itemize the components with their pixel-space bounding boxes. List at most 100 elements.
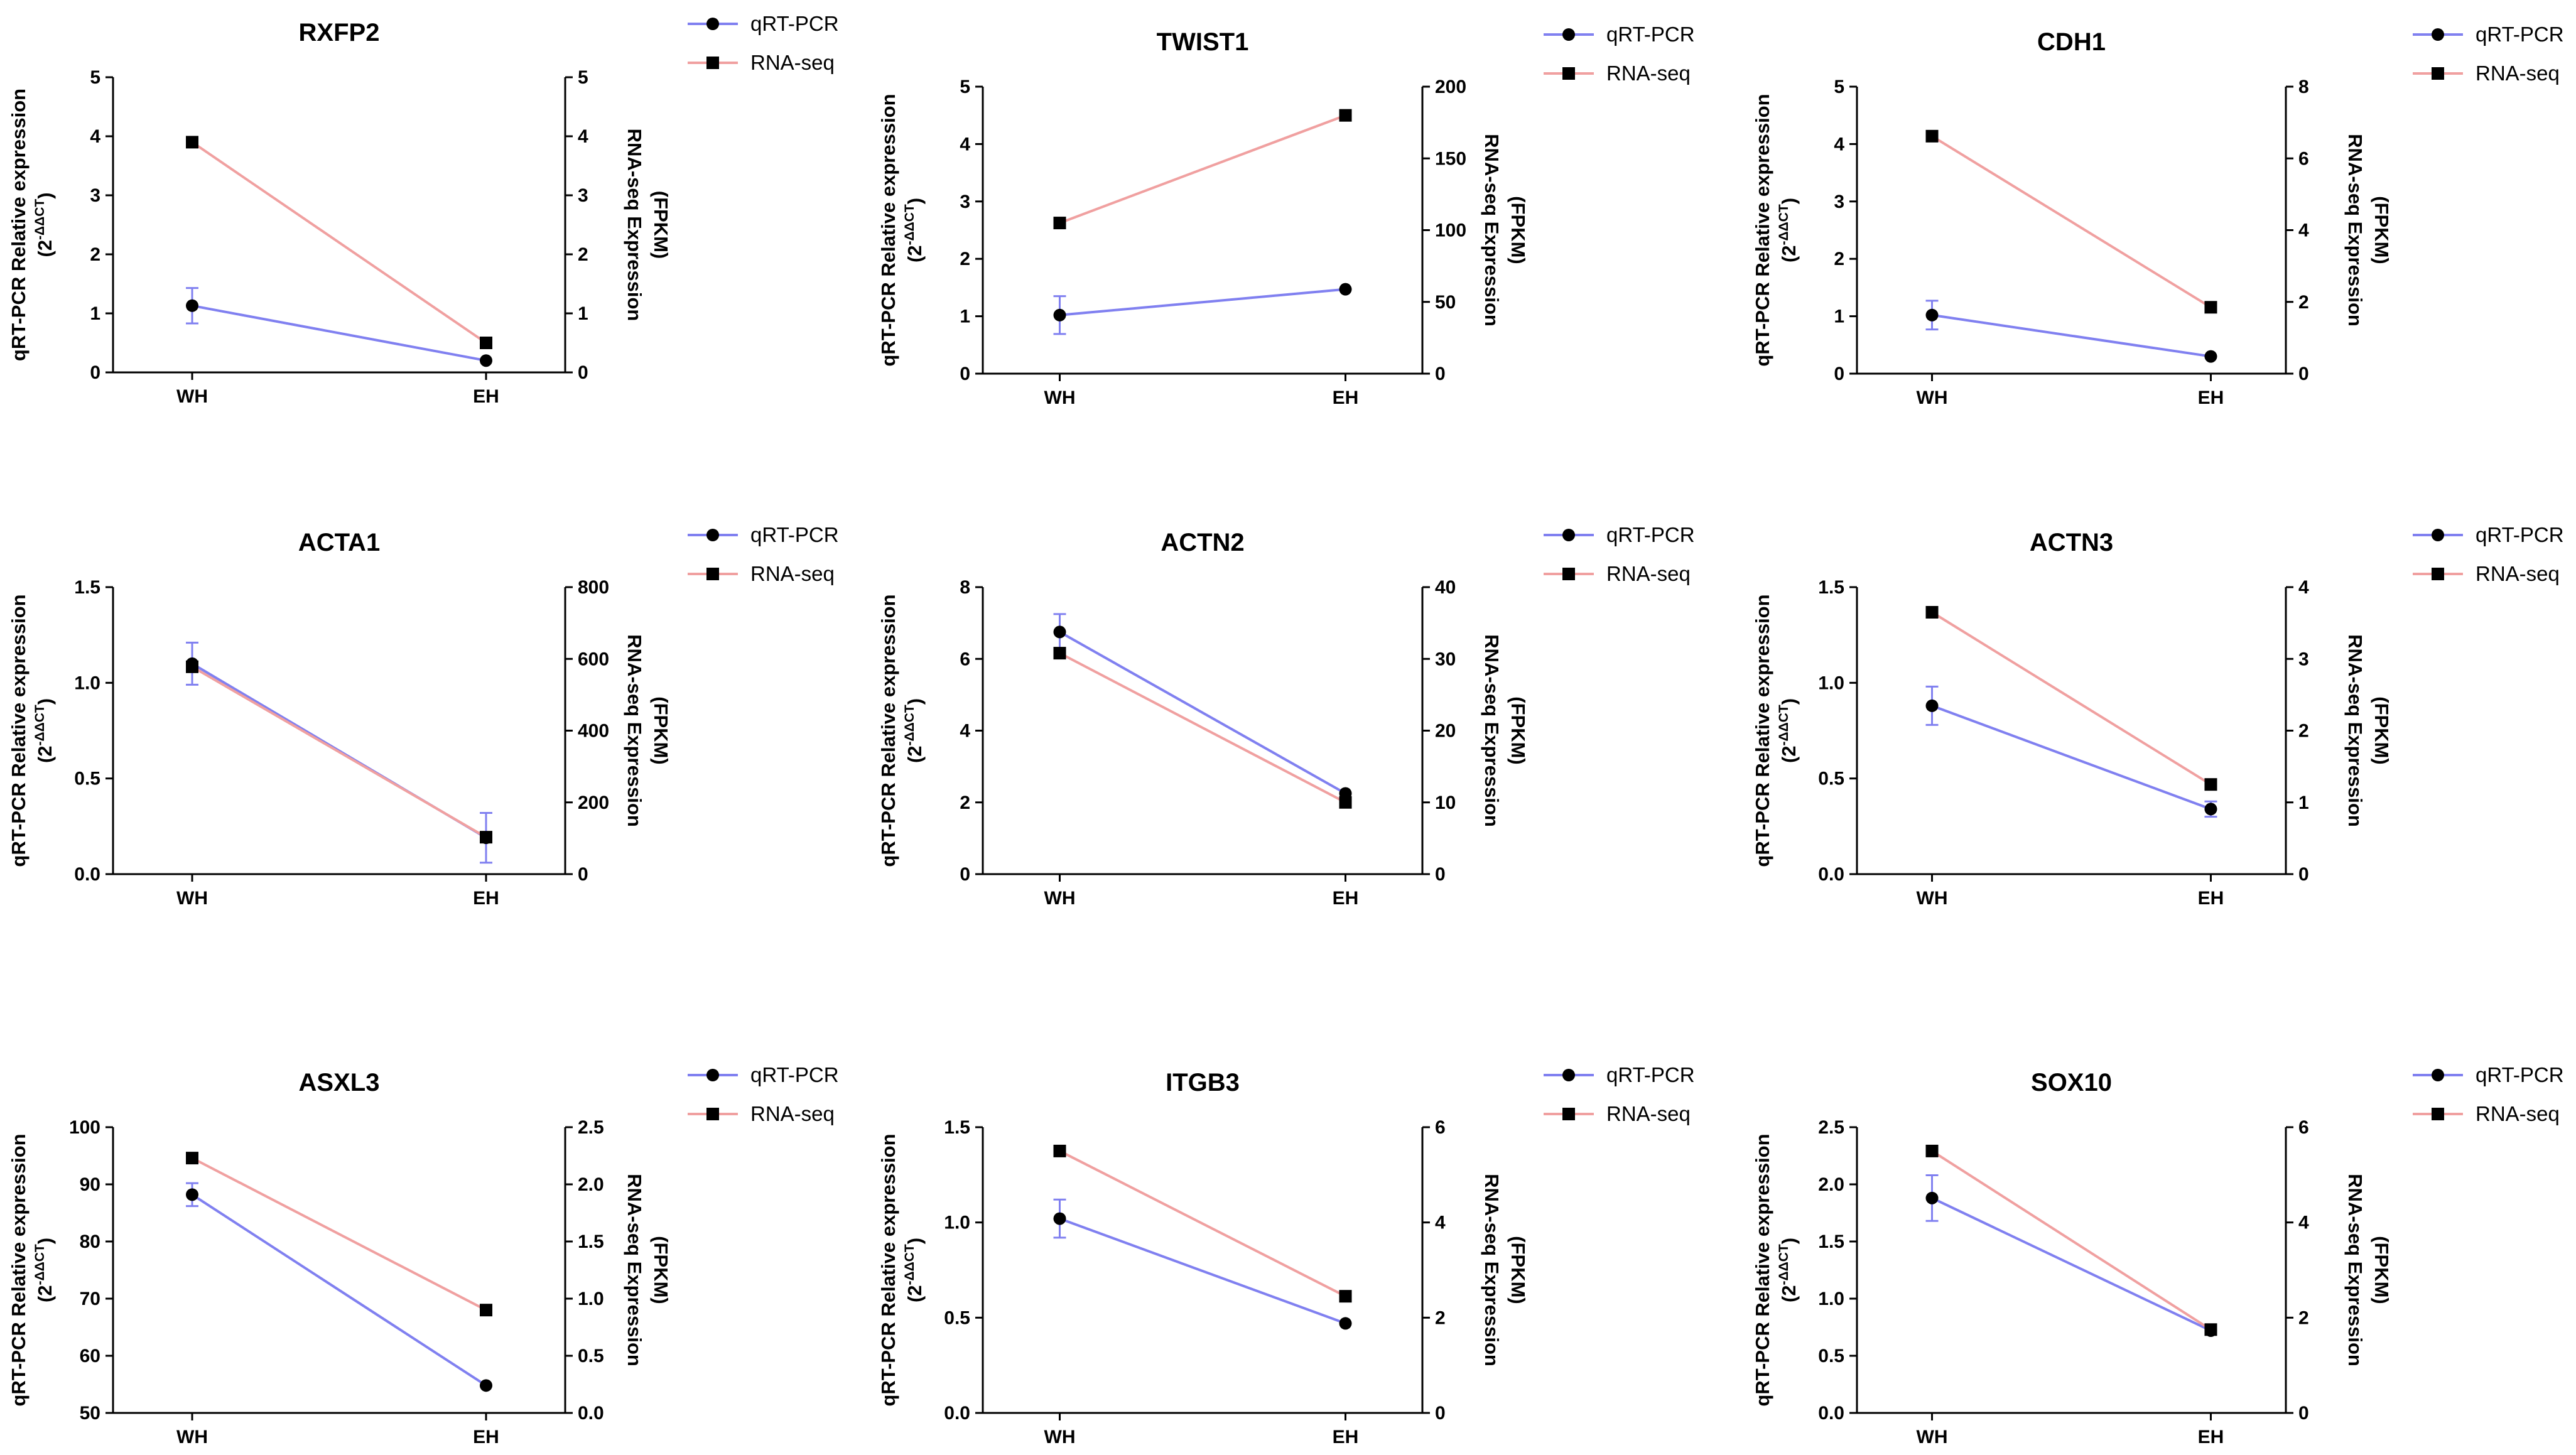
legend-marker — [1562, 67, 1575, 80]
left-tick-label: 2.0 — [1818, 1174, 1844, 1195]
right-tick-label: 5 — [578, 67, 588, 88]
legend-marker — [706, 568, 719, 580]
chart-title: CDH1 — [2037, 28, 2106, 56]
left-tick-label: 0.0 — [1818, 864, 1844, 885]
left-tick-label: 70 — [80, 1289, 100, 1309]
right-tick-label: 600 — [578, 649, 609, 669]
legend: qRT-PCR RNA-seq — [2413, 1063, 2564, 1125]
series-rna-seq — [1925, 1144, 2217, 1336]
chart-title: TWIST1 — [1157, 28, 1249, 56]
right-tick-label: 4 — [2298, 1213, 2309, 1233]
right-tick-label: 10 — [1435, 792, 1456, 813]
legend-marker — [2432, 67, 2444, 80]
series-qrt-pcr — [1053, 283, 1352, 335]
right-tick-label: 3 — [578, 185, 588, 206]
series-line — [191, 666, 487, 838]
right-axis-label: RNA-seq Expression — [624, 634, 646, 827]
right-tick-label: 6 — [2298, 148, 2309, 169]
right-tick-label: 6 — [2298, 1117, 2309, 1138]
right-tick-label: 800 — [578, 577, 609, 598]
right-tick-label: 8 — [2298, 77, 2309, 97]
right-tick-label: 2.5 — [578, 1117, 604, 1138]
legend-label: qRT-PCR — [2476, 23, 2564, 46]
x-tick-label: EH — [2198, 387, 2224, 408]
legend: qRT-PCR RNA-seq — [2413, 23, 2564, 85]
chart-rxfp2: RXFP2 0 1 2 3 4 5 0 1 2 3 4 5 WH EH qRT-PCR Relative ex… — [8, 12, 839, 407]
data-point — [2204, 778, 2217, 791]
right-axis-unit: (FPKM) — [2371, 696, 2393, 764]
legend: qRT-PCR RNA-seq — [1544, 523, 1695, 585]
right-axis-unit: (FPKM) — [650, 1236, 672, 1304]
left-axis-label: qRT-PCR Relative expression — [1751, 1133, 1773, 1406]
series-qrt-pcr — [1925, 300, 2217, 363]
series-line — [1931, 1197, 2212, 1332]
data-point — [480, 354, 492, 367]
data-point — [1339, 283, 1352, 296]
data-point — [1053, 625, 1066, 639]
series-line — [191, 141, 487, 344]
legend-label: RNA-seq — [1606, 62, 1691, 85]
series-line — [1932, 313, 2211, 358]
right-axis-label: RNA-seq Expression — [2344, 1174, 2366, 1366]
left-tick-label: 5 — [1834, 77, 1844, 97]
left-tick-label: 1.5 — [1818, 577, 1844, 598]
right-tick-label: 1 — [2298, 792, 2309, 813]
right-tick-label: 2 — [2298, 292, 2309, 313]
legend: qRT-PCR RNA-seq — [688, 1063, 839, 1125]
legend-marker — [2432, 1069, 2444, 1081]
data-point — [1053, 308, 1066, 322]
left-axis-unit: (2-ΔΔCT) — [33, 192, 56, 257]
series-qrt-pcr — [186, 1182, 492, 1392]
left-axis-unit: (2-ΔΔCT) — [1777, 198, 1800, 262]
right-tick-label: 400 — [578, 721, 609, 742]
data-point — [2204, 350, 2217, 363]
right-tick-label: 2 — [1435, 1307, 1446, 1328]
left-tick-label: 4 — [960, 134, 970, 154]
x-tick-label: WH — [1044, 1427, 1076, 1447]
left-axis-unit: (2-ΔΔCT) — [902, 1238, 926, 1302]
left-tick-label: 8 — [960, 577, 970, 598]
legend-marker — [1562, 28, 1575, 41]
left-tick-label: 3 — [1834, 192, 1844, 212]
right-tick-label: 2 — [2298, 1307, 2309, 1328]
legend-marker — [1562, 568, 1575, 580]
right-axis-label: RNA-seq Expression — [2344, 634, 2366, 827]
left-tick-label: 1.5 — [944, 1117, 970, 1138]
legend-label: RNA-seq — [2476, 1102, 2560, 1125]
series-line — [1059, 1150, 1346, 1297]
data-point — [480, 337, 492, 349]
right-tick-label: 0 — [578, 362, 588, 383]
series-qrt-pcr — [1053, 613, 1352, 800]
left-axis-label: qRT-PCR Relative expression — [877, 94, 899, 366]
right-tick-label: 1.0 — [578, 1289, 604, 1309]
left-tick-label: 0.0 — [74, 864, 100, 885]
legend: qRT-PCR RNA-seq — [688, 523, 839, 585]
right-tick-label: 0 — [1435, 364, 1446, 384]
legend-label: RNA-seq — [1606, 562, 1691, 585]
left-tick-label: 0.5 — [1818, 769, 1844, 789]
chart-actn3: ACTN3 0.0 0.5 1.0 1.5 0 1 2 3 4 WH EH qRT-PCR Relati… — [1751, 523, 2564, 909]
data-point — [1053, 647, 1066, 660]
series-rna-seq — [1053, 647, 1352, 809]
left-tick-label: 1.0 — [1818, 1289, 1844, 1309]
left-tick-label: 1 — [960, 306, 970, 327]
right-axis-unit: (FPKM) — [650, 191, 672, 259]
left-axis-label: qRT-PCR Relative expression — [1751, 94, 1773, 366]
legend-label: RNA-seq — [750, 1102, 835, 1125]
series-line — [192, 1157, 487, 1311]
right-tick-label: 0 — [2298, 1403, 2309, 1424]
series-qrt-pcr — [1053, 1198, 1352, 1330]
left-tick-label: 2 — [1834, 249, 1844, 269]
right-axis-unit: (FPKM) — [2371, 196, 2393, 264]
series-rna-seq — [186, 660, 492, 844]
right-axis-unit: (FPKM) — [1507, 196, 1529, 264]
data-point — [2204, 803, 2217, 816]
x-tick-label: WH — [1917, 387, 1948, 408]
legend-marker — [706, 1108, 719, 1120]
left-tick-label: 1.0 — [1818, 673, 1844, 693]
right-tick-label: 0 — [2298, 864, 2309, 885]
right-tick-label: 0 — [2298, 364, 2309, 384]
right-tick-label: 4 — [578, 126, 588, 147]
